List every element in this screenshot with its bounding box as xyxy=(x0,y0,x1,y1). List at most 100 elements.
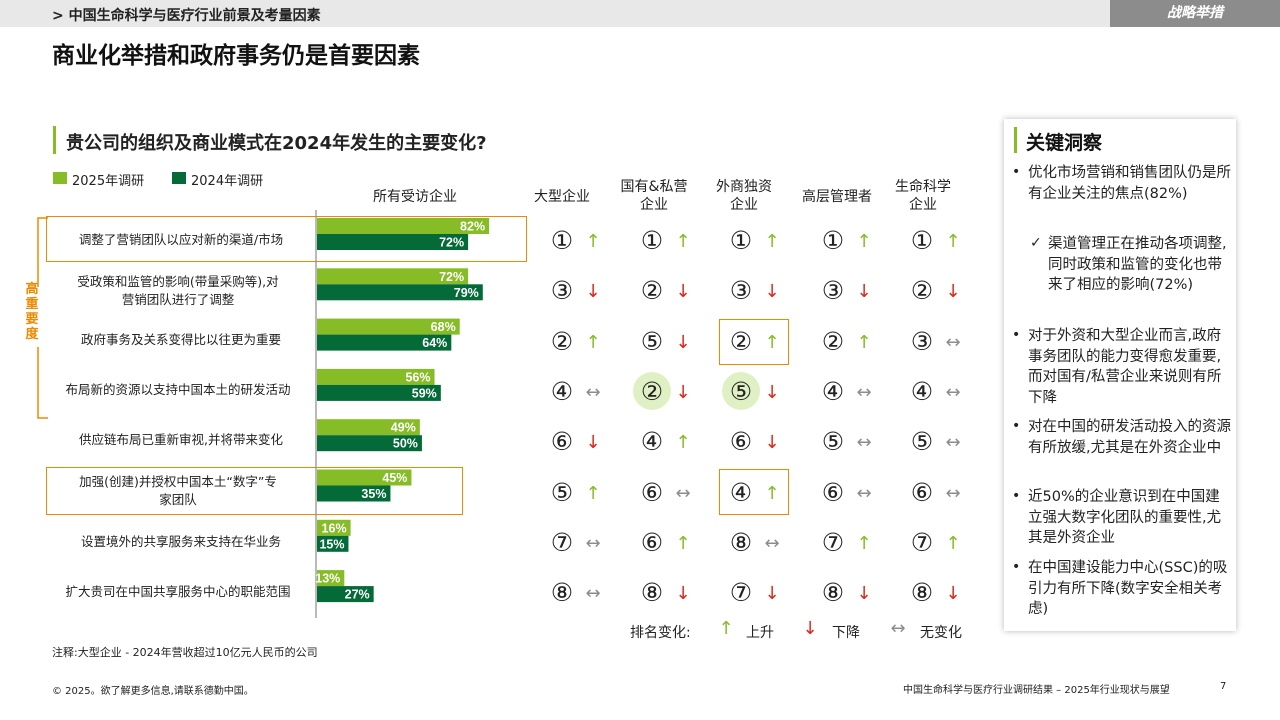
rank-life-science-row-1: ① xyxy=(910,226,934,255)
down-arrow-icon: ↓ xyxy=(764,381,780,403)
top-bar xyxy=(0,0,1110,27)
bar-2025-row-6 xyxy=(317,469,412,486)
rank-large-row-5: ⑥ xyxy=(550,427,574,457)
down-arrow-icon: ↓ xyxy=(675,281,691,303)
check-icon: ✓ xyxy=(1030,235,1042,251)
rank-legend-same: 无变化 xyxy=(920,625,962,641)
up-arrow-icon: ↑ xyxy=(856,331,872,353)
row-label-3: 政府事务及关系变得比以往更为重要 xyxy=(80,332,281,347)
rank-foreign-row-6: ④ xyxy=(729,477,753,507)
page-number: 7 xyxy=(1220,681,1227,692)
legend-label-2025: 2025年调研 xyxy=(72,174,145,189)
bar-value-label-2025-row-5: 49% xyxy=(391,421,416,435)
bar-value-label-2024-row-1: 72% xyxy=(439,236,464,250)
up-arrow-icon: ↑ xyxy=(856,231,872,252)
row-label-6: 加强(创建)并授权中国本土“数字”专 家团队 xyxy=(79,474,277,507)
bar-2025-row-3 xyxy=(317,318,460,335)
rank-large-row-3: ② xyxy=(550,326,574,356)
insight-item-3: 对在中国的研发活动投入的资源有所放缓,尤其是在外资企业中 xyxy=(1028,419,1231,456)
page-title: 商业化举措和政府事务仍是首要因素 xyxy=(52,43,420,69)
rank-executives-row-1: ① xyxy=(821,226,845,255)
bar-2024-row-7 xyxy=(317,535,349,552)
up-arrow-icon: ↑ xyxy=(675,532,691,554)
rank-large-row-8: ⑧ xyxy=(550,578,574,608)
rank-life-science-row-4: ④ xyxy=(910,376,934,406)
rank-foreign-row-7: ⑧ xyxy=(729,527,753,557)
bar-2025-row-2 xyxy=(317,268,469,285)
bar-value-label-2024-row-4: 59% xyxy=(412,386,437,400)
up-arrow-icon: ↑ xyxy=(585,231,601,252)
rank-soe-private-row-3: ⑤ xyxy=(640,326,664,356)
bar-chart: 82% 72% 72% 79% 68% 64% 56% 59% 49% 50% 45% 35% 16% 1… xyxy=(315,210,490,618)
rank-large-row-4: ④ xyxy=(550,376,574,406)
bar-value-label-2024-row-5: 50% xyxy=(393,437,418,451)
section-tag: 战略举措 xyxy=(1110,0,1280,27)
up-arrow-icon: ↑ xyxy=(764,482,780,504)
row-label-5: 供应链布局已重新审视,并将带来变化 xyxy=(79,432,283,447)
bar-2025-row-7 xyxy=(317,519,351,536)
up-arrow-icon: ↑ xyxy=(856,532,872,554)
bar-2024-row-8 xyxy=(317,586,374,603)
rank-executives-row-7: ⑦ xyxy=(821,527,845,557)
row-label-8: 扩大贵司在中国共享服务中心的职能范围 xyxy=(65,584,291,599)
no-change-arrow-icon: ↔ xyxy=(585,583,601,605)
no-change-arrow-icon: ↔ xyxy=(675,482,691,504)
rank-soe-private-row-8: ⑧ xyxy=(640,578,664,608)
legend-up-arrow-icon: ↑ xyxy=(718,618,734,639)
rank-foreign-row-1: ① xyxy=(729,226,753,255)
rank-executives-row-2: ③ xyxy=(821,276,845,306)
rank-soe-private-row-6: ⑥ xyxy=(640,477,664,507)
bar-value-label-2025-row-8: 13% xyxy=(315,572,340,586)
insights-title: 关键洞察 xyxy=(1026,132,1103,154)
key-insights-panel: 关键洞察 • 优化市场营销和销售团队仍是所有企业关注的焦点(82%) ✓ 渠道管… xyxy=(1004,119,1236,631)
legend-swatch-2024 xyxy=(172,172,186,184)
no-change-arrow-icon: ↔ xyxy=(945,381,961,403)
rank-executives-row-6: ⑥ xyxy=(821,477,845,507)
bar-2025-row-1 xyxy=(317,218,490,234)
legend-same-arrow-icon: ↔ xyxy=(890,618,906,639)
footnote: 注释:大型企业 - 2024年营收超过10亿元人民币的公司 xyxy=(52,646,318,659)
rank-life-science-row-5: ⑤ xyxy=(910,427,934,457)
rank-executives-row-8: ⑧ xyxy=(821,578,845,608)
bar-2024-row-1 xyxy=(317,234,469,250)
rank-executives-row-4: ④ xyxy=(821,376,845,406)
insight-item-2: 对于外资和大型企业而言,政府事务团队的能力变得愈发重要,而对国有/私营企业来说则… xyxy=(1028,328,1222,406)
circle-highlight-soe-row-4 xyxy=(633,372,671,410)
bar-2024-row-3 xyxy=(317,334,452,351)
bar-value-label-2025-row-2: 72% xyxy=(439,270,464,284)
insight-item-5: 在中国建设能力中心(SSC)的吸引力有所下降(数字安全相关考虑) xyxy=(1028,560,1228,617)
down-arrow-icon: ↓ xyxy=(675,583,691,605)
chart-question: 贵公司的组织及商业模式在2024年发生的主要变化? xyxy=(66,133,487,154)
highlight-box-foreign-row-6 xyxy=(719,469,789,515)
bar-value-label-2024-row-7: 15% xyxy=(319,537,344,551)
row-label-7: 设置境外的共享服务来支持在华业务 xyxy=(80,534,281,549)
legend-label-2024: 2024年调研 xyxy=(191,174,264,189)
no-change-arrow-icon: ↔ xyxy=(945,432,961,454)
highlight-box-row-1 xyxy=(46,216,527,262)
row-label-1: 调整了营销团队以应对新的渠道/市场 xyxy=(78,232,284,247)
rank-foreign-row-4: ⑤ xyxy=(729,376,753,406)
column-header-life-science: 生命科学 企业 xyxy=(895,179,951,213)
insight-subitem-1: 渠道管理正在推动各项调整,同时政策和监管的变化也带来了相应的影响(72%) xyxy=(1048,236,1227,293)
bar-value-label-2024-row-2: 79% xyxy=(454,286,479,300)
bar-value-label-2025-row-1: 82% xyxy=(460,220,485,234)
question-accent-bar xyxy=(53,126,56,154)
rank-legend-down: 下降 xyxy=(832,625,860,641)
bar-value-label-2025-row-7: 16% xyxy=(322,521,347,535)
legend-down-arrow-icon: ↓ xyxy=(802,618,818,639)
down-arrow-icon: ↓ xyxy=(585,432,601,454)
bar-value-label-2024-row-6: 35% xyxy=(361,487,386,501)
down-arrow-icon: ↓ xyxy=(585,281,601,303)
row-label-2: 受政策和监管的影响(带量采购等),对 营销团队进行了调整 xyxy=(77,274,279,307)
highlight-box-row-6 xyxy=(46,467,463,515)
bullet-icon: • xyxy=(1012,164,1021,180)
bar-2025-row-8 xyxy=(317,570,345,587)
bar-value-label-2025-row-4: 56% xyxy=(405,370,430,384)
bar-2024-row-2 xyxy=(317,284,483,301)
up-arrow-icon: ↑ xyxy=(764,231,780,252)
rank-legend-up: 上升 xyxy=(746,625,774,641)
bar-2025-row-5 xyxy=(317,419,420,436)
up-arrow-icon: ↑ xyxy=(585,331,601,353)
insight-item-4: 近50%的企业意识到在中国建立强大数字化团队的重要性,尤其是外资企业 xyxy=(1028,489,1222,546)
rank-executives-row-3: ② xyxy=(821,326,845,356)
